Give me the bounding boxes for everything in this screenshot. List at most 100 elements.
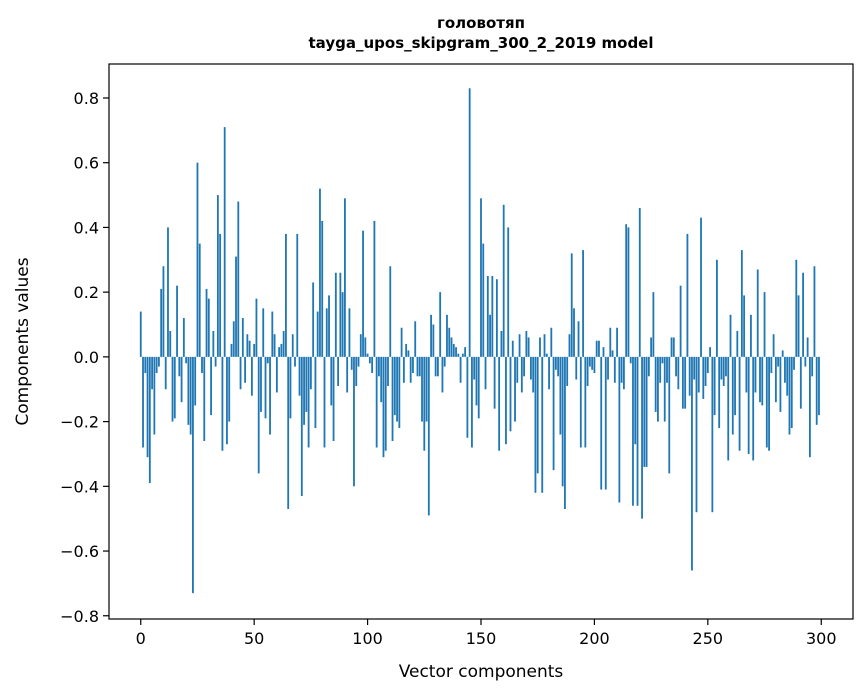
bar	[557, 356, 560, 377]
bar	[734, 356, 736, 416]
bar	[620, 356, 623, 383]
bar	[779, 356, 782, 412]
bar	[162, 266, 165, 357]
bar	[391, 356, 394, 442]
y-axis-label: Components values	[13, 257, 33, 425]
bar	[235, 256, 237, 357]
bar	[203, 356, 206, 442]
bar	[226, 356, 228, 445]
bar	[287, 356, 290, 509]
bar	[534, 356, 537, 493]
bar	[436, 356, 439, 377]
bar	[657, 356, 659, 422]
bar	[604, 356, 607, 490]
bar	[355, 356, 358, 386]
bar	[334, 272, 337, 357]
bar	[305, 356, 308, 412]
bar	[167, 227, 169, 357]
bar	[407, 350, 410, 357]
bar	[187, 356, 190, 425]
bar	[786, 356, 789, 396]
bar	[523, 356, 526, 377]
bar	[382, 356, 385, 458]
bar	[414, 321, 417, 357]
bar	[160, 288, 163, 357]
bar	[232, 321, 235, 357]
bar	[289, 356, 292, 419]
bar	[616, 327, 619, 357]
bar	[148, 356, 151, 484]
bar	[491, 275, 494, 357]
bar	[359, 334, 362, 357]
chart-title-line: головотяп	[437, 14, 525, 32]
bar	[627, 227, 630, 357]
bar	[319, 188, 321, 357]
bar	[693, 356, 696, 380]
bar	[731, 356, 734, 435]
bar	[675, 356, 677, 377]
bar	[146, 356, 149, 458]
bar	[684, 356, 687, 409]
x-axis-ticks: 0 50 100 150 200 250 300	[136, 619, 837, 648]
bar	[348, 308, 351, 357]
bar	[328, 295, 330, 357]
bar	[793, 356, 795, 370]
bar	[237, 201, 240, 357]
bar	[432, 324, 435, 357]
bar	[765, 356, 768, 448]
bar	[573, 308, 575, 357]
bar	[588, 356, 591, 367]
bar	[373, 220, 376, 357]
bar	[244, 356, 247, 383]
bar	[337, 356, 340, 386]
bar	[164, 356, 167, 390]
bar	[323, 356, 326, 448]
bar	[552, 356, 555, 471]
bar	[602, 347, 605, 357]
bar	[505, 356, 507, 445]
bar	[207, 298, 210, 357]
bar	[795, 259, 798, 357]
bar	[493, 356, 496, 409]
bar	[452, 343, 455, 357]
bar	[575, 356, 578, 380]
bar	[595, 340, 598, 357]
bar	[450, 337, 453, 357]
bar	[677, 356, 680, 390]
bar	[248, 340, 251, 357]
bar	[704, 356, 707, 386]
bar	[421, 356, 423, 422]
bar	[153, 356, 156, 435]
bar	[613, 356, 616, 383]
bar	[250, 356, 253, 396]
bar	[371, 356, 374, 374]
y-tick-label: 0.8	[74, 89, 99, 108]
bar	[790, 356, 793, 429]
x-axis-label: Vector components	[399, 662, 564, 682]
bar	[439, 292, 442, 357]
bar	[509, 356, 512, 432]
bar	[353, 356, 355, 487]
bar	[192, 356, 194, 594]
bar	[185, 356, 188, 364]
bar	[541, 356, 544, 493]
bar	[210, 356, 212, 416]
bar	[502, 204, 505, 357]
bar	[468, 88, 471, 357]
bar	[629, 356, 632, 364]
bar	[473, 356, 476, 380]
bar	[173, 356, 176, 419]
bar	[532, 356, 535, 393]
bar	[384, 356, 387, 451]
bar	[346, 356, 349, 393]
bar	[652, 292, 655, 357]
bar	[681, 356, 684, 409]
bar	[266, 356, 269, 364]
bar	[564, 356, 566, 509]
bar	[230, 343, 233, 357]
bar	[593, 356, 596, 374]
bar	[770, 356, 773, 374]
bar	[316, 311, 319, 357]
bar	[679, 285, 682, 357]
